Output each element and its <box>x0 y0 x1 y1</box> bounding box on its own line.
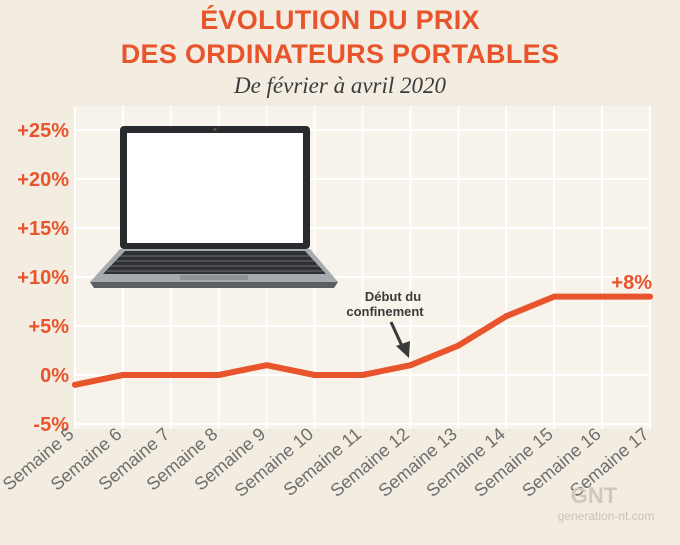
data-point <box>599 293 606 300</box>
end-value-label: +8% <box>611 272 652 294</box>
data-point <box>455 342 462 349</box>
chart-subtitle: De février à avril 2020 <box>233 73 447 98</box>
y-tick-label: -5% <box>33 414 69 436</box>
y-tick-label: +10% <box>17 267 69 289</box>
data-point <box>263 362 270 369</box>
data-point <box>311 372 318 378</box>
chart-title-line2: DES ORDINATEURS PORTABLES <box>120 39 560 69</box>
y-tick-label: +20% <box>17 169 69 191</box>
annotation-line1: Début du <box>365 289 421 304</box>
data-point <box>72 381 78 388</box>
data-point <box>119 372 126 378</box>
y-tick-label: +25% <box>17 120 69 142</box>
y-axis: -5% 0% +5% +10% +15% +20% +25% <box>17 120 69 436</box>
data-point <box>551 293 558 300</box>
data-point <box>647 293 653 300</box>
data-point <box>407 362 414 369</box>
chart-title-line1: ÉVOLUTION DU PRIX <box>200 5 480 35</box>
data-point <box>215 372 222 378</box>
annotation-arrow <box>389 321 410 358</box>
data-points <box>72 293 653 388</box>
laptop-icon <box>90 126 338 288</box>
data-point <box>167 372 174 378</box>
annotation-line2: confinement <box>346 304 424 319</box>
watermark-logo: GNT <box>571 483 618 508</box>
y-tick-label: +5% <box>28 316 69 338</box>
data-point <box>359 372 366 378</box>
data-point <box>503 313 510 320</box>
watermark-text: generation-nt.com <box>558 509 655 523</box>
y-tick-label: 0% <box>40 365 69 387</box>
y-tick-label: +15% <box>17 218 69 240</box>
